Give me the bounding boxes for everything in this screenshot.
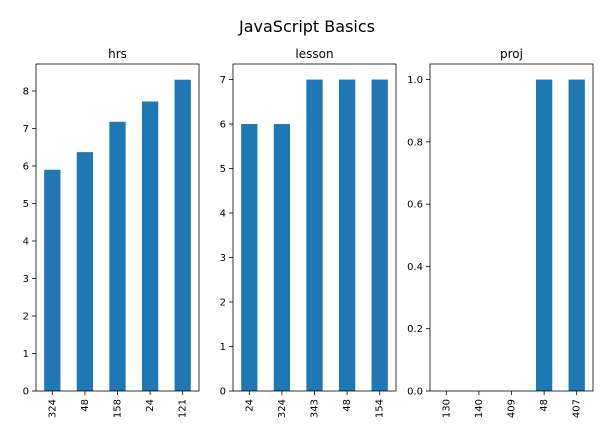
y-tick-label: 8 — [23, 87, 29, 98]
bar-proj-4 — [535, 79, 553, 392]
y-tick-label: 1 — [220, 342, 226, 353]
y-tick-label: 0 — [23, 387, 29, 398]
y-tick-label: 5 — [23, 199, 29, 210]
panel-title-3: proj — [500, 47, 523, 61]
y-tick-label: 0.2 — [407, 324, 423, 335]
x-tick-label: 24 — [244, 399, 255, 412]
bar-lesson-4 — [338, 79, 356, 392]
y-tick-label: 0.0 — [407, 387, 423, 398]
bar-hrs-2 — [76, 152, 94, 391]
y-tick-label: 3 — [23, 274, 29, 285]
x-tick-label: 324 — [277, 399, 288, 418]
panel-title-1: hrs — [108, 47, 127, 61]
y-tick-label: 0.8 — [407, 137, 423, 148]
bar-hrs-3 — [109, 121, 126, 391]
x-tick-label: 407 — [572, 399, 583, 418]
x-tick-label: 343 — [310, 399, 321, 418]
x-tick-label: 24 — [145, 399, 156, 412]
x-tick-label: 130 — [441, 399, 452, 418]
y-tick-label: 2 — [23, 312, 29, 323]
y-tick-label: 1 — [23, 349, 29, 360]
y-tick-label: 7 — [220, 75, 226, 86]
y-tick-label: 0.4 — [407, 262, 423, 273]
bar-hrs-1 — [44, 169, 61, 391]
y-tick-label: 2 — [220, 298, 226, 309]
bar-lesson-3 — [306, 79, 323, 392]
x-tick-label: 324 — [47, 399, 58, 418]
y-tick-label: 7 — [23, 124, 29, 135]
x-tick-label: 121 — [178, 399, 189, 418]
bar-lesson-2 — [273, 124, 291, 392]
y-tick-label: 4 — [220, 209, 226, 220]
x-tick-label: 409 — [507, 399, 518, 418]
panel-frame-1 — [35, 63, 200, 392]
y-tick-label: 6 — [220, 120, 226, 131]
x-tick-label: 48 — [342, 399, 353, 412]
panel-title-2: lesson — [295, 47, 333, 61]
x-tick-label: 140 — [474, 399, 485, 418]
bar-lesson-5 — [371, 79, 388, 392]
x-tick-label: 158 — [113, 399, 124, 418]
chart-suptitle: JavaScript Basics — [239, 17, 375, 36]
y-tick-label: 0 — [220, 387, 226, 398]
y-tick-label: 5 — [220, 164, 226, 175]
x-tick-label: 154 — [375, 399, 386, 418]
x-tick-label: 48 — [539, 399, 550, 412]
x-tick-label: 48 — [80, 399, 91, 412]
panel-frame-3 — [429, 63, 594, 392]
bar-lesson-1 — [241, 124, 258, 392]
bar-hrs-4 — [141, 101, 159, 391]
y-tick-label: 3 — [220, 253, 226, 264]
y-tick-label: 6 — [23, 162, 29, 173]
y-tick-label: 4 — [23, 237, 29, 248]
bar-proj-5 — [568, 79, 585, 392]
y-tick-label: 1.0 — [407, 75, 423, 86]
y-tick-label: 0.6 — [407, 200, 423, 211]
panel-frame-2 — [232, 63, 397, 392]
bar-hrs-5 — [174, 79, 191, 391]
